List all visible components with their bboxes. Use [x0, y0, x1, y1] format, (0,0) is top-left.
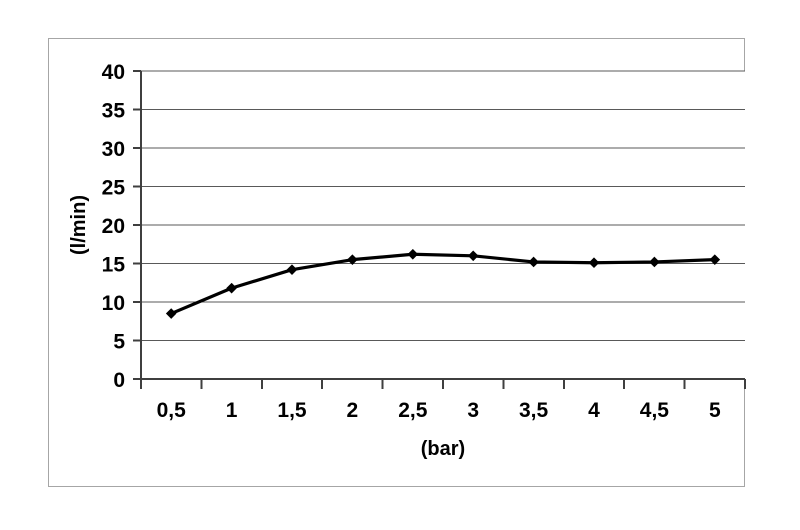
- y-tick-label-40: 40: [102, 61, 125, 84]
- data-point: [467, 250, 479, 262]
- y-tick-label-25: 25: [102, 177, 126, 200]
- series-line: [169, 252, 717, 316]
- data-point: [588, 257, 600, 269]
- data-point: [347, 254, 358, 265]
- x-tick-label-1: 1: [226, 399, 238, 422]
- x-tick-label-0: 0,5: [157, 399, 187, 422]
- y-axis-ticks: [133, 70, 141, 380]
- x-tick-label-4: 2,5: [398, 399, 428, 422]
- y-tick-label-10: 10: [102, 292, 125, 315]
- y-tick-label-35: 35: [102, 100, 126, 123]
- y-tick-label-30: 30: [102, 138, 125, 161]
- y-axis-tick-labels: 40 35 30 25 20 15 10 5 0: [102, 61, 126, 392]
- data-point: [407, 248, 419, 260]
- x-tick-label-3: 2: [347, 399, 359, 422]
- data-point: [286, 264, 298, 275]
- y-tick-label-5: 5: [113, 331, 125, 354]
- y-tick-label-15: 15: [102, 254, 126, 277]
- x-axis-tick-labels: 0,5 1 1,5 2 2,5 3 3,5 4 4,5 5: [157, 399, 721, 422]
- x-tick-label-2: 1,5: [277, 399, 307, 422]
- x-axis-ticks: [140, 379, 746, 389]
- y-tick-label-20: 20: [102, 215, 125, 238]
- data-point: [165, 308, 177, 319]
- data-series-flow-rate: [165, 248, 721, 319]
- data-point: [528, 256, 539, 268]
- data-point: [226, 282, 237, 294]
- series-markers: [165, 248, 721, 319]
- chart-frame: 40 35 30 25 20 15 10 5 0 (l/min): [48, 38, 746, 487]
- data-point: [649, 256, 660, 268]
- x-axis-title: (bar): [421, 438, 465, 460]
- x-tick-label-8: 4,5: [640, 399, 670, 422]
- line-chart: 40 35 30 25 20 15 10 5 0 (l/min): [68, 61, 746, 460]
- data-point: [709, 254, 721, 265]
- y-axis-title: (l/min): [68, 195, 90, 255]
- gridlines-horizontal: [141, 70, 745, 342]
- x-tick-label-5: 3: [467, 399, 479, 422]
- x-tick-label-9: 5: [709, 399, 721, 422]
- x-tick-label-7: 4: [588, 399, 600, 422]
- x-tick-label-6: 3,5: [519, 399, 549, 422]
- y-tick-label-0: 0: [113, 369, 125, 392]
